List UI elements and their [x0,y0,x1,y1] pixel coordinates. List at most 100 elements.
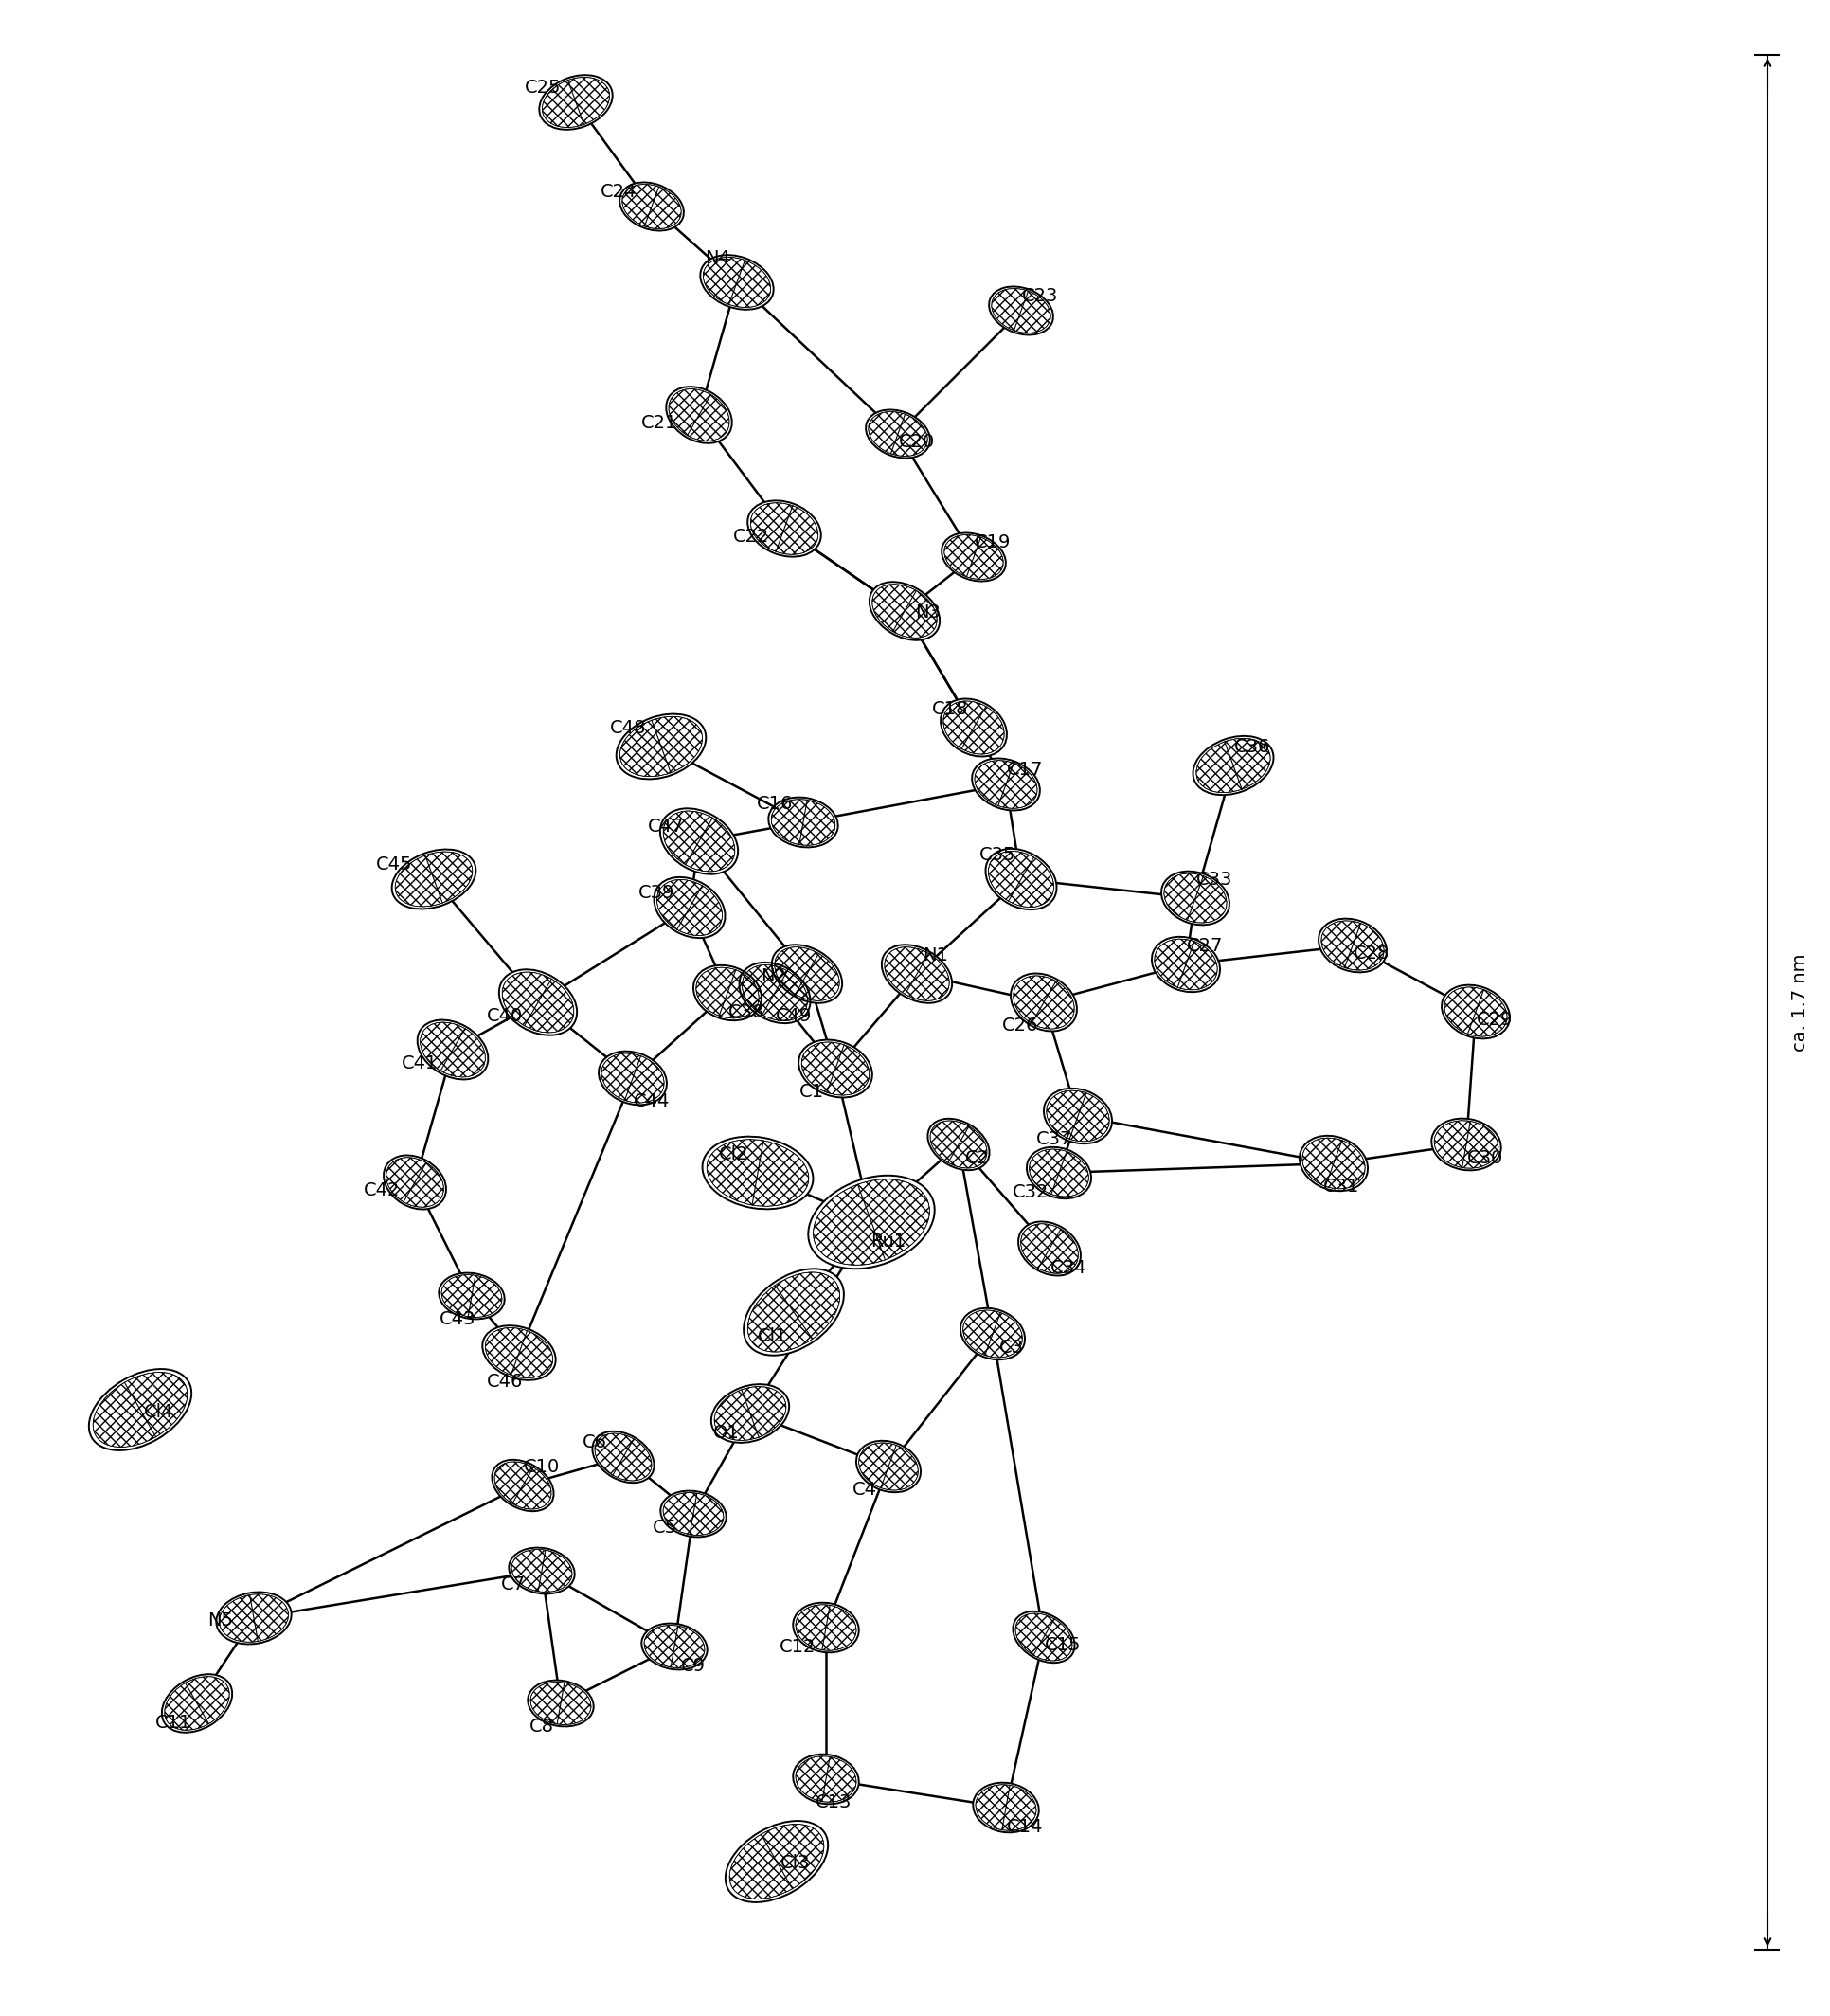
Ellipse shape [866,409,930,458]
Ellipse shape [694,966,761,1020]
Text: C24: C24 [600,183,637,202]
Ellipse shape [747,500,822,556]
Ellipse shape [974,1782,1039,1833]
Ellipse shape [1319,919,1387,972]
Text: C45: C45 [375,857,412,875]
Text: C41: C41 [401,1054,437,1073]
Text: C9: C9 [681,1657,706,1675]
Ellipse shape [725,1820,827,1903]
Text: C42: C42 [364,1181,401,1200]
Text: C8: C8 [529,1718,554,1736]
Ellipse shape [1027,1147,1091,1200]
Ellipse shape [1193,736,1274,794]
Ellipse shape [598,1050,666,1105]
Ellipse shape [986,849,1056,909]
Text: C12: C12 [780,1637,816,1655]
Ellipse shape [743,1268,844,1355]
Text: C19: C19 [975,534,1010,552]
Text: C47: C47 [648,818,684,837]
Text: C22: C22 [734,528,769,544]
Text: C14: C14 [1007,1818,1043,1835]
Ellipse shape [161,1673,232,1732]
Text: C30: C30 [1468,1149,1502,1167]
Ellipse shape [1442,986,1510,1038]
Text: C49: C49 [776,1008,813,1026]
Ellipse shape [483,1327,556,1381]
Ellipse shape [792,1754,858,1804]
Ellipse shape [617,714,706,778]
Ellipse shape [90,1369,192,1450]
Text: Cl4: Cl4 [145,1403,174,1421]
Text: C39: C39 [639,885,675,903]
Text: C13: C13 [816,1794,851,1812]
Text: Cl2: Cl2 [719,1145,748,1163]
Ellipse shape [540,75,613,129]
Ellipse shape [961,1308,1025,1359]
Text: N1: N1 [922,946,948,964]
Ellipse shape [1043,1089,1113,1143]
Ellipse shape [928,1119,990,1169]
Text: Cl1: Cl1 [758,1327,789,1345]
Text: O1: O1 [714,1423,739,1441]
Ellipse shape [882,946,952,1004]
Text: C46: C46 [487,1373,523,1391]
Text: C28: C28 [1354,943,1389,962]
Text: C16: C16 [756,794,792,812]
Ellipse shape [666,387,732,444]
Text: C32: C32 [1012,1183,1049,1202]
Ellipse shape [1162,871,1230,925]
Ellipse shape [1431,1119,1501,1171]
Text: C34: C34 [1050,1258,1087,1276]
Text: C43: C43 [439,1310,476,1329]
Ellipse shape [701,254,774,310]
Text: C11: C11 [156,1714,192,1732]
Text: C10: C10 [523,1458,560,1476]
Ellipse shape [772,946,842,1004]
Text: C27: C27 [1186,937,1222,954]
Text: Ru1: Ru1 [871,1232,906,1250]
Text: C5: C5 [653,1520,677,1536]
Ellipse shape [988,286,1054,335]
Ellipse shape [661,1490,727,1536]
Text: Cl3: Cl3 [781,1855,811,1873]
Text: C3: C3 [999,1339,1025,1357]
Ellipse shape [712,1385,789,1443]
Ellipse shape [509,1548,575,1595]
Ellipse shape [792,1603,858,1653]
Text: C6: C6 [582,1433,608,1452]
Ellipse shape [392,849,476,909]
Ellipse shape [384,1155,447,1210]
Ellipse shape [1151,937,1221,992]
Ellipse shape [527,1679,593,1726]
Ellipse shape [809,1175,935,1268]
Ellipse shape [653,877,725,937]
Ellipse shape [439,1272,505,1318]
Ellipse shape [1299,1135,1367,1191]
Text: C40: C40 [487,1008,523,1026]
Ellipse shape [1014,1611,1074,1663]
Ellipse shape [492,1460,554,1512]
Ellipse shape [869,583,941,641]
Text: C33: C33 [1197,871,1232,889]
Ellipse shape [941,700,1007,756]
Ellipse shape [703,1137,813,1210]
Text: C1: C1 [800,1083,823,1101]
Text: C29: C29 [1477,1010,1513,1028]
Ellipse shape [1017,1222,1082,1276]
Text: C23: C23 [1021,288,1058,306]
Text: C25: C25 [525,79,562,97]
Ellipse shape [856,1441,920,1492]
Ellipse shape [1010,974,1076,1032]
Ellipse shape [661,808,737,875]
Text: C2: C2 [964,1149,990,1167]
Text: C35: C35 [979,847,1016,865]
Text: C26: C26 [1003,1016,1038,1034]
Text: C15: C15 [1045,1635,1082,1653]
Ellipse shape [620,181,684,230]
Text: N3: N3 [915,605,941,623]
Text: C17: C17 [1007,762,1043,780]
Ellipse shape [500,970,576,1034]
Text: C21: C21 [640,413,677,431]
Ellipse shape [739,962,811,1024]
Text: C38: C38 [728,1002,765,1020]
